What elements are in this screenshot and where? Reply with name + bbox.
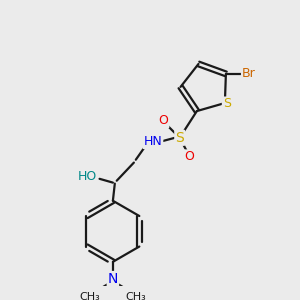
Text: S: S [175, 131, 184, 145]
Text: CH₃: CH₃ [125, 292, 146, 300]
Text: HO: HO [77, 170, 97, 183]
Text: O: O [158, 114, 168, 127]
Text: Br: Br [242, 68, 256, 80]
Text: S: S [223, 98, 231, 110]
Text: CH₃: CH₃ [80, 292, 100, 300]
Text: O: O [184, 150, 194, 164]
Text: HN: HN [144, 135, 162, 148]
Text: N: N [108, 272, 118, 286]
